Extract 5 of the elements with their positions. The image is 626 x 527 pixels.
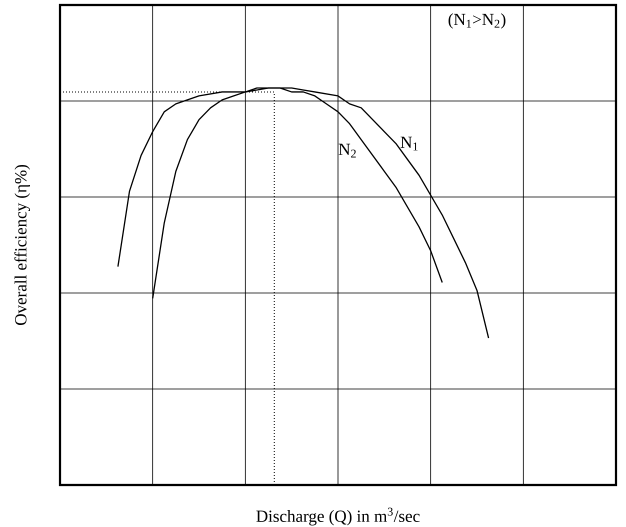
series-label: N$_{1}$: [400, 136, 418, 150]
series-label: N$_{2}$: [338, 144, 356, 158]
text: (N$_{1}$>N$_{2}$): [448, 13, 506, 29]
x-axis-title: Discharge (Q) in m$^{3}$/sec: [256, 508, 420, 526]
y-axis-title: Overall efficiency (η%): [14, 164, 30, 326]
